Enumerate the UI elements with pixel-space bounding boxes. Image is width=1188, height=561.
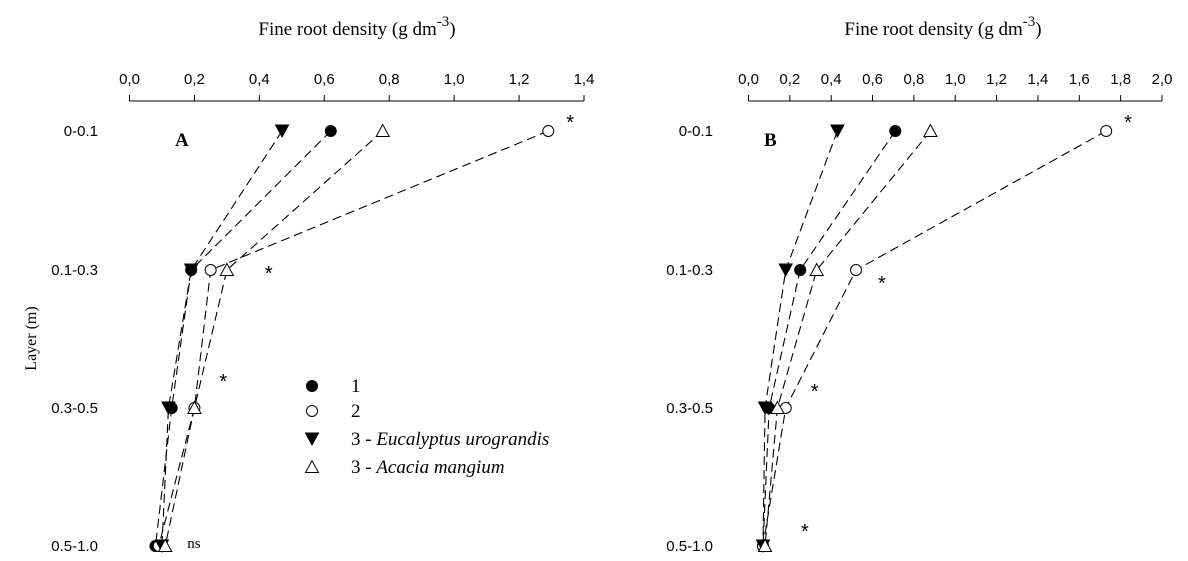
- data-point: [850, 264, 863, 276]
- legend-item: 2: [306, 401, 361, 422]
- significance-label: *: [566, 112, 574, 134]
- panel-label: A: [175, 130, 189, 151]
- x-tick-label: 0,8: [379, 71, 400, 88]
- legend-label: 1: [351, 376, 361, 397]
- series-line: [164, 130, 384, 547]
- data-point: [778, 263, 794, 278]
- x-axis-title-close: ): [1035, 19, 1041, 40]
- series-line: [762, 130, 1107, 547]
- significance-label: *: [811, 381, 819, 403]
- legend-label: 3 - Eucalyptus urograndis: [351, 429, 549, 450]
- data-point: [161, 401, 176, 416]
- x-tick-label: 1,4: [1028, 71, 1049, 88]
- x-axis-title-superscript: -3: [437, 14, 450, 30]
- x-tick-label: 0,2: [184, 71, 205, 88]
- x-tick-label: 0,8: [903, 71, 924, 88]
- legend-label-text: 2: [351, 401, 361, 422]
- series-line: [764, 130, 931, 547]
- y-category-label: 0.1-0.3: [51, 262, 98, 279]
- x-tick-label: 1,2: [986, 71, 1007, 88]
- x-axis-title-close: ): [449, 19, 455, 40]
- data-point: [219, 262, 235, 276]
- x-tick-label: 0,6: [862, 71, 883, 88]
- legend-label: 2: [351, 401, 361, 422]
- series-line: [762, 130, 896, 547]
- legend-label-prefix: 3 -: [351, 429, 376, 450]
- data-point: [757, 401, 773, 416]
- data-point: [375, 123, 391, 137]
- y-category-label: 0.5-1.0: [51, 538, 98, 555]
- x-tick-label: 1,6: [1069, 71, 1090, 88]
- x-tick-label: 0,6: [314, 71, 335, 88]
- x-tick-label: 0,2: [779, 71, 800, 88]
- significance-label: ns: [187, 536, 201, 552]
- legend-item: 1: [306, 376, 361, 397]
- data-point: [274, 124, 290, 139]
- chart-panel-a: Fine root density (g dm-3) 0,0 0,2 0,4 0,6 0,…: [23, 14, 594, 555]
- x-axis-title: Fine root density (g dm-3): [844, 14, 1041, 40]
- y-axis-title: Layer (m): [23, 306, 40, 370]
- legend-label-species: Eucalyptus urograndis: [375, 429, 549, 450]
- series-line: [161, 130, 283, 547]
- series-line: [158, 130, 549, 547]
- chart-panel-b: Fine root density (g dm-3) 0,0 0,2 0,4 0,6 0,…: [666, 14, 1172, 555]
- significance-label: *: [219, 371, 227, 393]
- legend-item: 3 - Acacia mangium: [304, 457, 505, 478]
- legend-item: 3 - Eucalyptus urograndis: [304, 429, 549, 450]
- x-axis-title-main: Fine root density (g dm: [258, 19, 437, 40]
- data-point: [770, 400, 785, 414]
- y-category-label: 0.1-0.3: [666, 262, 713, 279]
- legend-marker: [306, 405, 318, 417]
- y-category-label: 0.3-0.5: [666, 400, 713, 417]
- data-point: [889, 125, 902, 137]
- x-tick-label: 1,4: [574, 71, 595, 88]
- x-tick-label: 0,4: [821, 71, 842, 88]
- legend-marker: [304, 432, 320, 447]
- x-tick-label: 0,4: [249, 71, 270, 88]
- data-point: [204, 264, 217, 276]
- data-point: [923, 123, 938, 137]
- data-point: [183, 263, 199, 278]
- x-axis-title-main: Fine root density (g dm: [844, 19, 1023, 40]
- legend-marker: [304, 459, 320, 473]
- legend-label-prefix: 3 -: [351, 457, 376, 478]
- data-point: [157, 538, 173, 552]
- data-point: [542, 125, 555, 137]
- y-category-label: 0-0.1: [679, 123, 713, 140]
- significance-label: *: [878, 273, 886, 295]
- data-point: [809, 262, 825, 276]
- legend-label-species: Acacia mangium: [374, 457, 504, 478]
- data-point: [757, 538, 773, 552]
- data-point: [794, 264, 807, 276]
- legend-marker: [306, 380, 318, 392]
- x-tick-label: 0,0: [738, 71, 759, 88]
- significance-label: *: [1124, 112, 1132, 134]
- data-point: [1100, 125, 1113, 137]
- data-point: [187, 400, 202, 414]
- significance-label: *: [265, 263, 273, 285]
- y-category-label: 0.5-1.0: [666, 538, 713, 555]
- legend-label-text: 1: [351, 376, 361, 397]
- x-axis-title: Fine root density (g dm-3): [258, 14, 455, 40]
- y-category-label: 0.3-0.5: [51, 400, 98, 417]
- x-tick-label: 0,0: [119, 71, 140, 88]
- x-axis-title-superscript: -3: [1023, 14, 1036, 30]
- x-tick-label: 1,0: [444, 71, 465, 88]
- y-category-label: 0-0.1: [64, 123, 98, 140]
- x-tick-label: 1,8: [1110, 71, 1131, 88]
- x-tick-label: 1,0: [945, 71, 966, 88]
- significance-label: *: [801, 521, 809, 543]
- series-line: [762, 130, 838, 547]
- legend-label: 3 - Acacia mangium: [351, 457, 505, 478]
- series-line: [154, 130, 332, 547]
- x-tick-label: 2,0: [1152, 71, 1173, 88]
- x-tick-label: 1,2: [509, 71, 530, 88]
- data-point: [830, 124, 845, 139]
- panel-label: B: [764, 130, 777, 151]
- data-point: [324, 125, 337, 137]
